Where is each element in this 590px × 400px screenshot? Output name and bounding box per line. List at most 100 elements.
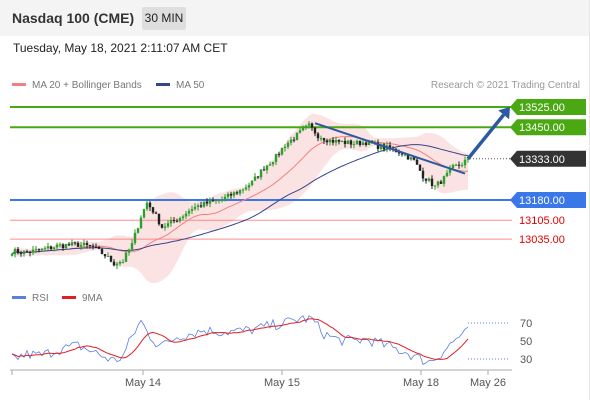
candle-body: [379, 144, 383, 149]
legend-ma20-label: MA 20 + Bollinger Bands: [32, 80, 142, 91]
candle-body: [433, 185, 437, 187]
chart-header-bar: [0, 0, 590, 36]
candle-body: [193, 206, 197, 210]
candle-body: [277, 153, 281, 155]
candle-body: [427, 178, 431, 181]
candle-body: [31, 249, 35, 253]
candle-body: [220, 199, 224, 201]
candle-body: [58, 244, 62, 246]
candle-body: [307, 123, 311, 126]
candle-body: [361, 142, 365, 145]
candle-body: [205, 201, 209, 204]
candle-body: [442, 176, 446, 184]
candle-body: [22, 251, 26, 254]
candle-body: [247, 185, 251, 188]
candle-body: [271, 162, 275, 165]
candle-body: [439, 181, 443, 184]
candle-body: [316, 133, 320, 139]
candle-body: [163, 226, 167, 228]
instrument-title: Nasdaq 100 (CME): [12, 10, 135, 26]
candle-body: [334, 139, 338, 143]
candle-body: [61, 244, 65, 249]
candle-body: [139, 217, 143, 229]
chart-timestamp: Tuesday, May 18, 2021 2:11:07 AM CET: [13, 41, 228, 55]
rsi-tick-label-70: 70: [520, 318, 532, 330]
candle-body: [376, 142, 380, 149]
candle-body: [340, 140, 344, 142]
trend-line: [314, 122, 466, 175]
candle-body: [319, 138, 323, 140]
candle-body: [289, 139, 293, 143]
candle-body: [103, 253, 107, 257]
candle-body: [196, 205, 200, 207]
candle-body: [418, 164, 422, 171]
candle-body: [151, 207, 155, 213]
candle-body: [226, 193, 230, 197]
candle-body: [34, 249, 38, 251]
candle-body: [298, 130, 302, 133]
ma20-swatch: [12, 82, 26, 86]
price-level-label-1: 13450.00: [519, 122, 565, 134]
candle-body: [397, 152, 401, 154]
candle-body: [133, 232, 137, 244]
candle-body: [421, 170, 425, 179]
candle-body: [463, 159, 467, 166]
candle-body: [40, 248, 44, 251]
candle-body: [127, 249, 131, 253]
rsi-line: [11, 315, 469, 365]
candle-body: [91, 245, 95, 247]
candle-body: [211, 200, 215, 202]
candle-body: [19, 253, 23, 255]
legend-rsi-ma-label: 9MA: [82, 293, 103, 304]
x-tick-label-3: May 26: [470, 377, 506, 389]
candle-body: [76, 242, 80, 247]
candle-body: [154, 212, 158, 214]
candle-body: [400, 153, 404, 155]
candle-body: [124, 252, 128, 262]
price-level-label-3: 13180.00: [519, 195, 565, 207]
candle-body: [232, 192, 236, 196]
candle-body: [217, 200, 221, 202]
candle-body: [388, 145, 392, 149]
candle-body: [214, 200, 218, 202]
candle-body: [313, 127, 317, 134]
candle-body: [88, 244, 92, 246]
candle-body: [229, 193, 233, 196]
candle-body: [250, 180, 254, 186]
price-level-label-2: 13333.00: [519, 154, 565, 166]
candle-body: [283, 146, 287, 148]
candle-body: [262, 169, 266, 171]
rsi-ma-line: [11, 318, 469, 360]
candle-body: [16, 249, 20, 254]
candle-body: [430, 178, 434, 187]
price-level-label-5: 13035.00: [519, 234, 565, 246]
candle-body: [460, 165, 464, 167]
candle-body: [115, 263, 119, 266]
candle-body: [331, 140, 335, 143]
timeframe-button[interactable]: 30 MIN: [142, 7, 186, 30]
candle-body: [178, 218, 182, 222]
candle-body: [130, 243, 134, 250]
candle-body: [136, 228, 140, 233]
candle-body: [181, 216, 185, 219]
candle-body: [355, 140, 359, 145]
candlestick-series: [10, 121, 470, 270]
forecast-arrow-head: [498, 107, 510, 120]
rsi-ma-swatch: [62, 295, 76, 299]
candle-body: [244, 187, 248, 190]
candle-body: [109, 255, 113, 262]
candle-body: [325, 140, 329, 143]
candle-body: [295, 132, 299, 141]
candle-body: [175, 220, 179, 222]
candle-body: [256, 176, 260, 178]
x-tick-label-2: May 18: [403, 377, 439, 389]
candle-body: [145, 202, 149, 210]
forecast-arrow-shaft: [466, 113, 506, 160]
price-level-label-0: 13525.00: [519, 102, 565, 114]
candle-body: [73, 242, 77, 244]
candle-body: [37, 249, 41, 251]
candle-body: [118, 261, 122, 264]
candle-body: [184, 213, 188, 217]
candle-body: [343, 140, 347, 144]
candle-body: [82, 243, 86, 245]
